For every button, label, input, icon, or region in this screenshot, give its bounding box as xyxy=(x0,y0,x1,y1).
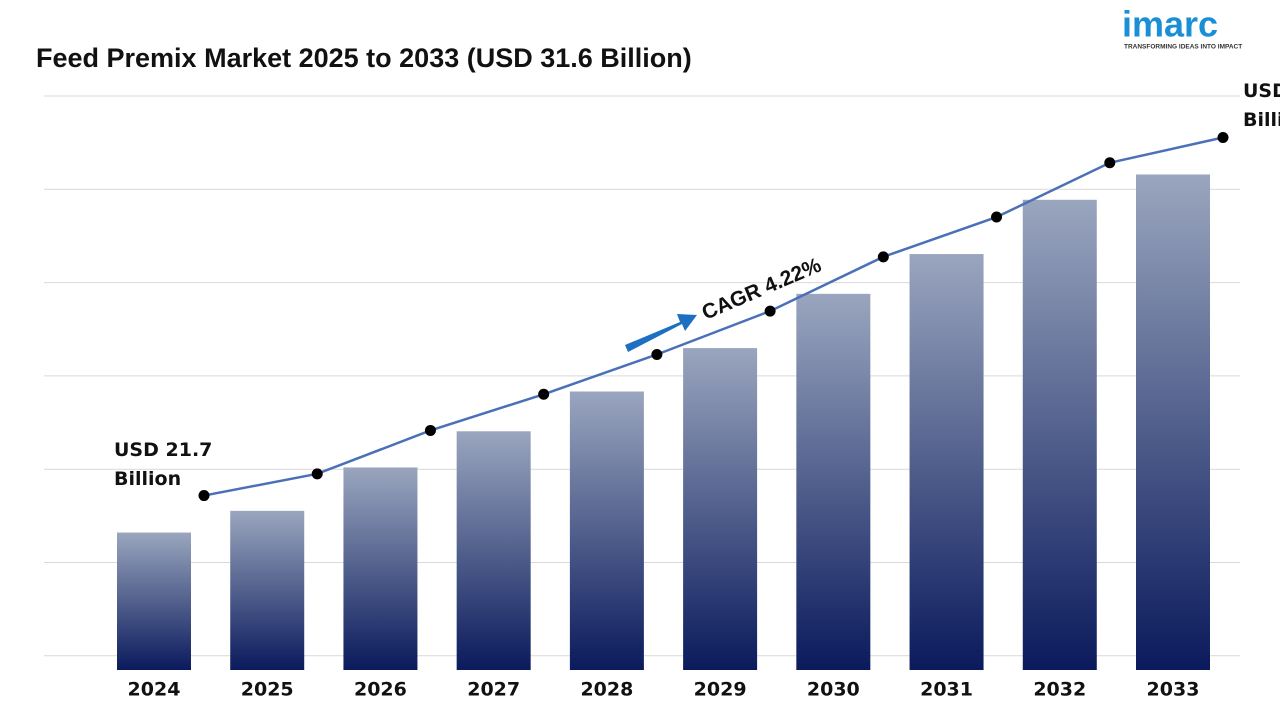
x-tick-label: 2033 xyxy=(1147,679,1200,701)
trend-point xyxy=(651,348,663,360)
trend-point xyxy=(311,468,323,480)
brand-logo: imarc xyxy=(1122,4,1218,45)
x-tick-label: 2024 xyxy=(128,679,181,701)
trend-point xyxy=(538,388,550,400)
trend-point xyxy=(1217,131,1229,143)
trend-point xyxy=(991,211,1003,223)
x-tick-label: 2029 xyxy=(694,679,747,701)
value-label: USD 31.6 Billion xyxy=(1243,80,1280,132)
x-tick-label: 2028 xyxy=(580,679,633,701)
bar xyxy=(569,391,644,670)
bar xyxy=(796,293,871,670)
trend-point xyxy=(877,251,889,263)
trend-point xyxy=(198,490,210,502)
bar xyxy=(343,467,418,670)
x-tick-label: 2030 xyxy=(807,679,860,701)
x-tick-label: 2026 xyxy=(354,679,407,701)
bar xyxy=(230,510,305,670)
bar xyxy=(1136,174,1210,670)
bar xyxy=(456,431,531,670)
trend-line xyxy=(203,136,1224,497)
chart-title: Feed Premix Market 2025 to 2033 (USD 31.… xyxy=(36,43,692,73)
value-label: USD 21.7 Billion xyxy=(114,438,213,490)
bar xyxy=(1022,199,1097,670)
bar xyxy=(909,254,984,671)
cagr-arrow xyxy=(625,314,697,352)
trend-point xyxy=(424,424,436,436)
brand-tagline: TRANSFORMING IDEAS INTO IMPACT xyxy=(1124,44,1242,51)
x-tick-label: 2027 xyxy=(467,679,520,701)
trend-point xyxy=(1104,157,1116,169)
x-tick-label: 2031 xyxy=(920,679,973,701)
trend-point xyxy=(764,305,776,317)
bar xyxy=(683,348,758,670)
bar xyxy=(117,532,191,670)
x-tick-label: 2032 xyxy=(1033,679,1086,701)
x-tick-label: 2025 xyxy=(241,679,294,701)
